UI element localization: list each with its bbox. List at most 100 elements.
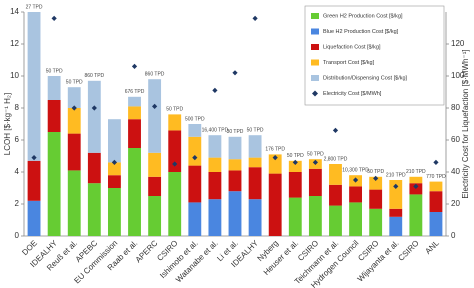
- y-axis-label: LCOH [$·kg⁻¹ H₂]: [3, 93, 12, 155]
- y-tick-label: 2: [15, 199, 20, 208]
- electricity-marker: [51, 15, 57, 21]
- bar-segment: [168, 114, 182, 131]
- bar-segment: [288, 160, 302, 172]
- electricity-marker: [433, 159, 439, 165]
- y-tick-label: 10: [10, 71, 19, 80]
- y2-tick-label: 120: [451, 39, 465, 48]
- bar-segment: [369, 189, 383, 209]
- capacity-label: 50 TPD: [287, 153, 304, 159]
- capacity-label: 860 TPD: [145, 72, 165, 78]
- bar-segment: [168, 172, 182, 236]
- legend-box: [304, 5, 445, 106]
- capacity-label: 50 TPD: [166, 107, 183, 113]
- x-tick-label: CSIRO: [396, 239, 420, 263]
- bar-segment: [248, 157, 262, 168]
- capacity-label: 27 TPD: [26, 4, 43, 10]
- bar-segment: [228, 136, 242, 160]
- y2-tick-label: 40: [451, 167, 460, 176]
- legend-label: Green H2 Production Cost [$/kg]: [323, 13, 403, 19]
- electricity-marker: [232, 70, 238, 76]
- capacity-label: 676 TPD: [125, 89, 145, 95]
- y2-tick-label: 20: [451, 199, 460, 208]
- bar-segment: [268, 154, 282, 174]
- legend-swatch: [311, 28, 319, 35]
- legend-swatch: [311, 13, 319, 19]
- bar-segment: [389, 180, 403, 209]
- bar-segment: [27, 200, 41, 236]
- electricity-marker: [373, 175, 379, 181]
- bar-segment: [429, 191, 443, 212]
- capacity-label: 2,800 TPD: [324, 156, 348, 162]
- bar-segment: [429, 212, 443, 236]
- capacity-label: 50 TPD: [367, 169, 384, 175]
- bar-segment: [47, 76, 61, 100]
- bar-segment: [208, 157, 222, 172]
- bar-segment: [409, 176, 423, 184]
- legend-label: Electricity Cost [$/MWh]: [323, 91, 382, 97]
- bar-segment: [168, 130, 182, 172]
- capacity-label: 860 TPD: [85, 73, 105, 79]
- electricity-marker: [192, 155, 198, 161]
- capacity-label: 210 TPD: [406, 169, 426, 175]
- bar-segment: [248, 199, 262, 236]
- electricity-marker: [91, 105, 97, 111]
- y2-tick-label: 0: [451, 231, 456, 240]
- bar-segment: [47, 132, 61, 236]
- electricity-marker: [71, 105, 77, 111]
- bar-segment: [188, 124, 202, 137]
- electricity-marker: [252, 15, 258, 21]
- legend-swatch: [311, 59, 319, 66]
- legend-label: Liquefaction Cost [$/kg]: [323, 44, 381, 50]
- bar-segment: [87, 152, 101, 184]
- electricity-marker: [111, 159, 118, 165]
- bar-segment: [308, 168, 322, 196]
- bar-segment: [87, 80, 101, 153]
- y-tick-label: 0: [15, 231, 20, 240]
- bar-segment: [208, 172, 222, 200]
- bar-segment: [329, 164, 342, 185]
- capacity-label: 500 TPD: [185, 116, 205, 122]
- bar-segment: [228, 191, 242, 236]
- bar-segment: [87, 183, 101, 236]
- bar-segment: [288, 197, 302, 236]
- electricity-marker: [332, 127, 339, 133]
- bar-segment: [148, 176, 162, 196]
- bar-segment: [208, 199, 222, 236]
- bar-segment: [349, 186, 363, 203]
- electricity-marker: [31, 155, 37, 161]
- bar-segment: [389, 208, 403, 217]
- x-tick-label: APERC: [134, 238, 160, 264]
- bar-segment: [188, 202, 202, 236]
- capacity-label: 50 TPD: [66, 80, 83, 86]
- capacity-label: 10,300 TPD: [342, 168, 369, 174]
- y-tick-label: 12: [10, 39, 19, 48]
- y-tick-label: 4: [15, 167, 20, 176]
- bar-segment: [389, 216, 403, 236]
- y2-tick-label: 100: [451, 71, 465, 80]
- bar-segment: [188, 136, 202, 166]
- bar-segment: [148, 152, 162, 177]
- bar-segment: [128, 96, 141, 107]
- y2-tick-label: 60: [451, 135, 460, 144]
- x-tick-label: ANL: [423, 238, 441, 256]
- bar-segment: [67, 133, 81, 171]
- electricity-marker: [212, 87, 218, 93]
- bar-segment: [27, 12, 41, 161]
- bar-segment: [228, 170, 242, 192]
- y2-tick-label: 80: [451, 103, 460, 112]
- bar-segment: [369, 208, 383, 236]
- capacity-label: 30 TPD: [227, 129, 244, 135]
- bar-segment: [248, 167, 262, 200]
- bar-segment: [107, 162, 121, 176]
- legend-label: Distribution/Dispensing Cost [$/kg]: [323, 75, 408, 81]
- bar-segment: [349, 202, 363, 236]
- y-tick-label: 6: [15, 135, 20, 144]
- bar-segment: [107, 175, 121, 188]
- capacity-label: 16,400 TPD: [202, 128, 229, 134]
- bar-segment: [148, 196, 162, 236]
- bar-segment: [107, 119, 121, 163]
- electricity-marker: [131, 63, 138, 69]
- bar-segment: [128, 119, 141, 148]
- y-tick-label: 14: [10, 7, 19, 16]
